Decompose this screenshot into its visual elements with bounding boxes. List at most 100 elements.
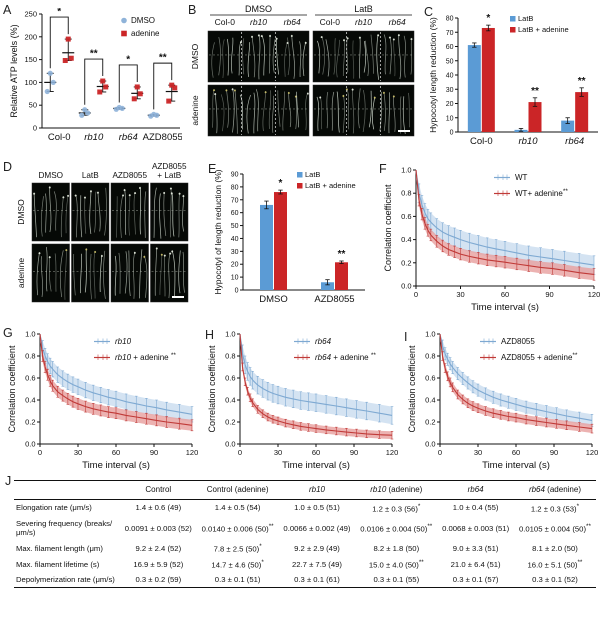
- column-header: rb10 (adenine): [370, 485, 423, 494]
- row-label: Max. filament length (μm): [16, 543, 103, 553]
- actin-parameters-table: Control Control (adenine) rb10 rb10 (adenin…: [14, 480, 596, 589]
- svg-text:30: 30: [74, 448, 82, 457]
- svg-text:rb10 + adenine **: rb10 + adenine **: [115, 352, 176, 362]
- svg-text:rb10: rb10: [250, 17, 267, 27]
- svg-text:60: 60: [231, 210, 239, 217]
- panel-f-correlation-line-chart: 0.0 0.2 0.4 0.6 0.8 1.0 0 30 60 90 120 Time interva…: [383, 166, 600, 314]
- svg-text:10: 10: [446, 115, 454, 122]
- bar-plot-area: 0 10 20 30 40 50 60 70 80 90 Hypocotyl of length r…: [213, 169, 365, 305]
- svg-text:AZD8055: AZD8055: [152, 162, 187, 171]
- table-row: Max. filament lifetime (s) 16.9 ± 5.9 (52…: [14, 557, 596, 573]
- table-cell: 16.0 ± 5.1 (50)**: [527, 559, 583, 570]
- svg-text:0.6: 0.6: [225, 374, 235, 383]
- svg-text:Col-0: Col-0: [320, 17, 341, 27]
- svg-text:LatB + adenine: LatB + adenine: [518, 25, 569, 34]
- svg-text:60: 60: [501, 290, 509, 299]
- svg-text:70: 70: [231, 197, 239, 204]
- svg-text:0: 0: [238, 448, 242, 457]
- svg-text:Time interval (s): Time interval (s): [282, 460, 350, 471]
- panel-label-g: G: [3, 326, 13, 340]
- column-header-empty: [14, 481, 120, 500]
- line-plot-area: 0.0 0.2 0.4 0.6 0.8 1.0 0 30 60 90 120 Time interva…: [7, 330, 198, 472]
- series-LatB: [467, 42, 575, 133]
- svg-text:90: 90: [150, 448, 158, 457]
- table-cell: 0.3 ± 0.2 (59): [135, 575, 182, 585]
- svg-text:0.8: 0.8: [425, 352, 435, 361]
- series-LatB: [260, 200, 334, 290]
- table-cell: 9.0 ± 3.3 (51): [452, 543, 499, 553]
- svg-text:**: **: [578, 76, 586, 87]
- table-cell: 0.3 ± 0.1 (51): [214, 575, 261, 585]
- svg-text:120: 120: [386, 448, 398, 457]
- svg-text:0.6: 0.6: [25, 374, 35, 383]
- svg-text:0: 0: [235, 288, 239, 295]
- panel-a-atp-scatter-chart: 0 50 100 150 200 250 Relative ATP levels (%) Co…: [9, 8, 182, 143]
- svg-text:AZD8055: AZD8055: [501, 337, 535, 346]
- svg-text:250: 250: [24, 10, 37, 19]
- svg-text:0.2: 0.2: [401, 258, 411, 267]
- table-cell: 21.0 ± 6.4 (51): [450, 559, 501, 569]
- panel-label-d: D: [3, 160, 13, 174]
- svg-text:Col-0: Col-0: [48, 132, 71, 143]
- svg-text:rb64: rb64: [315, 337, 332, 346]
- column-header: rb64 (adenine): [528, 485, 581, 494]
- svg-text:**: **: [159, 53, 167, 64]
- legend: LatB LatB + adenine: [297, 170, 356, 190]
- svg-text:0.0: 0.0: [425, 440, 435, 449]
- svg-text:50: 50: [29, 101, 37, 110]
- table-cell: 1.0 ± 0.5 (51): [294, 503, 340, 513]
- svg-text:120: 120: [186, 448, 198, 457]
- svg-text:0.2: 0.2: [25, 418, 35, 427]
- svg-text:0: 0: [450, 130, 454, 137]
- micrograph-image: [110, 182, 149, 242]
- svg-text:0.0: 0.0: [25, 440, 35, 449]
- micrograph-image: [207, 30, 310, 83]
- table-cell: 0.3 ± 0.1 (55): [373, 575, 420, 585]
- micrograph-image: [110, 243, 149, 303]
- table-cell: 1.0 ± 0.4 (55): [452, 503, 499, 513]
- panel-label-i: I: [404, 330, 408, 344]
- svg-text:+ LatB: + LatB: [157, 171, 181, 180]
- svg-text:AZD8055: AZD8055: [112, 171, 147, 180]
- svg-text:Correlation coefficient: Correlation coefficient: [7, 345, 17, 432]
- svg-text:30: 30: [446, 87, 454, 94]
- column-header: rb64: [467, 485, 484, 494]
- series-LatB + adenine: [274, 189, 348, 290]
- table-row: Max. filament length (μm) 9.2 ± 2.4 (52) 7…: [14, 540, 596, 556]
- svg-text:Hypocotyl length reduction (%): Hypocotyl length reduction (%): [428, 17, 438, 133]
- svg-text:DMSO: DMSO: [245, 4, 272, 14]
- column-header: Control (adenine): [206, 485, 269, 494]
- panel-i-correlation-line-chart: 0.0 0.2 0.4 0.6 0.8 1.0 0 30 60 90 120 Time interva…: [407, 330, 598, 472]
- svg-text:0.8: 0.8: [25, 352, 35, 361]
- micrograph-image: [71, 182, 110, 242]
- svg-text:0.0: 0.0: [225, 440, 235, 449]
- svg-text:*: *: [279, 178, 283, 189]
- svg-text:DMSO: DMSO: [259, 294, 288, 305]
- svg-text:LatB + adenine: LatB + adenine: [305, 181, 356, 190]
- series-WT+ adenine: [415, 169, 596, 281]
- svg-text:adenine: adenine: [190, 95, 200, 126]
- svg-text:90: 90: [550, 448, 558, 457]
- table-cell: 0.0091 ± 0.003 (52): [124, 523, 192, 533]
- svg-text:70: 70: [446, 30, 454, 37]
- panel-g-correlation-line-chart: 0.0 0.2 0.4 0.6 0.8 1.0 0 30 60 90 120 Time interva…: [7, 330, 198, 472]
- series-rb10: [39, 333, 194, 423]
- panel-label-f: F: [379, 162, 387, 176]
- svg-text:rb10: rb10: [355, 17, 372, 27]
- svg-text:rb10: rb10: [84, 132, 104, 143]
- svg-text:rb64: rb64: [565, 136, 584, 147]
- scatter-plot-area: 0 50 100 150 200 250 Relative ATP levels (%) Co…: [9, 8, 182, 143]
- bar-plot-area: 0 10 20 30 40 50 60 70 80 Hypocotyl length reduct…: [428, 13, 598, 147]
- svg-text:DMSO: DMSO: [16, 199, 26, 225]
- svg-text:adenine: adenine: [16, 258, 26, 289]
- svg-text:1.0: 1.0: [425, 330, 435, 339]
- table-cell: 1.2 ± 0.3 (56)*: [372, 502, 421, 514]
- svg-text:rb64: rb64: [284, 17, 301, 27]
- panel-c-hypocotyl-bar-chart: 0 10 20 30 40 50 60 70 80 Hypocotyl length reduct…: [428, 13, 598, 147]
- svg-text:Time interval (s): Time interval (s): [82, 460, 150, 471]
- svg-text:rb64: rb64: [119, 132, 138, 143]
- panel-label-b: B: [188, 3, 197, 17]
- table-cell: 0.3 ± 0.1 (61): [294, 575, 340, 585]
- svg-text:Col-0: Col-0: [470, 136, 493, 147]
